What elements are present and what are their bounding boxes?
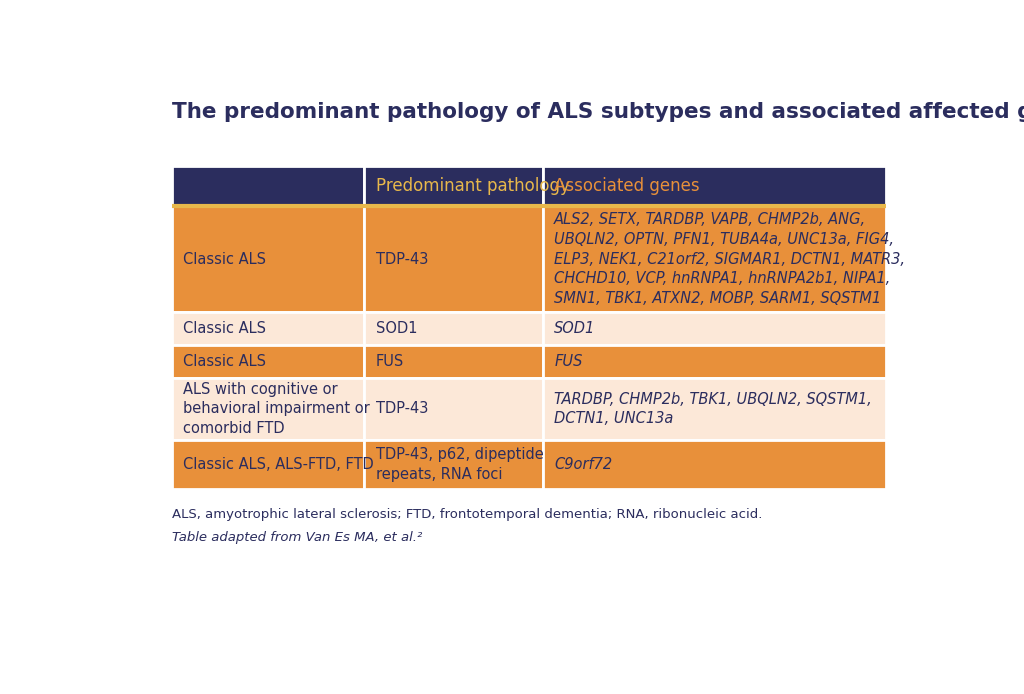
Bar xyxy=(172,345,365,378)
Bar xyxy=(365,206,543,312)
Text: TARDBP, CHMP2b, TBK1, UBQLN2, SQSTM1,
DCTN1, UNC13a: TARDBP, CHMP2b, TBK1, UBQLN2, SQSTM1, DC… xyxy=(554,391,871,426)
Bar xyxy=(172,206,365,312)
Text: TDP-43: TDP-43 xyxy=(376,252,428,266)
Bar xyxy=(172,166,365,206)
Text: Classic ALS, ALS-FTD, FTD: Classic ALS, ALS-FTD, FTD xyxy=(182,457,374,472)
Text: ALS with cognitive or
behavioral impairment or
comorbid FTD: ALS with cognitive or behavioral impairm… xyxy=(182,382,370,437)
Bar xyxy=(365,378,543,440)
Bar xyxy=(365,345,543,378)
Bar xyxy=(365,312,543,345)
Bar xyxy=(365,166,543,206)
Bar xyxy=(543,166,886,206)
Text: Predominant pathology: Predominant pathology xyxy=(376,177,569,195)
Text: Associated genes: Associated genes xyxy=(554,177,699,195)
Bar xyxy=(365,440,543,489)
Bar xyxy=(543,312,886,345)
Text: Classic ALS: Classic ALS xyxy=(182,321,266,336)
Text: TDP-43, p62, dipeptide
repeats, RNA foci: TDP-43, p62, dipeptide repeats, RNA foci xyxy=(376,447,544,482)
Text: SOD1: SOD1 xyxy=(376,321,417,336)
Text: Classic ALS: Classic ALS xyxy=(182,252,266,266)
Text: TDP-43: TDP-43 xyxy=(376,402,428,416)
Bar xyxy=(172,440,365,489)
Text: Table adapted from Van Es MA, et al.²: Table adapted from Van Es MA, et al.² xyxy=(172,530,422,543)
Text: ALS2, SETX, TARDBP, VAPB, CHMP2b, ANG,
UBQLN2, OPTN, PFN1, TUBA4a, UNC13a, FIG4,: ALS2, SETX, TARDBP, VAPB, CHMP2b, ANG, U… xyxy=(554,212,905,306)
Bar xyxy=(543,206,886,312)
Text: The predominant pathology of ALS subtypes and associated affected genes²: The predominant pathology of ALS subtype… xyxy=(172,102,1024,122)
Bar xyxy=(172,312,365,345)
Text: FUS: FUS xyxy=(554,354,583,369)
Bar xyxy=(543,440,886,489)
Text: ALS, amyotrophic lateral sclerosis; FTD, frontotemporal dementia; RNA, ribonucle: ALS, amyotrophic lateral sclerosis; FTD,… xyxy=(172,508,762,521)
Text: SOD1: SOD1 xyxy=(554,321,595,336)
Text: C9orf72: C9orf72 xyxy=(554,457,612,472)
Bar xyxy=(543,378,886,440)
Text: FUS: FUS xyxy=(376,354,403,369)
Bar xyxy=(172,378,365,440)
Bar xyxy=(543,345,886,378)
Text: Classic ALS: Classic ALS xyxy=(182,354,266,369)
